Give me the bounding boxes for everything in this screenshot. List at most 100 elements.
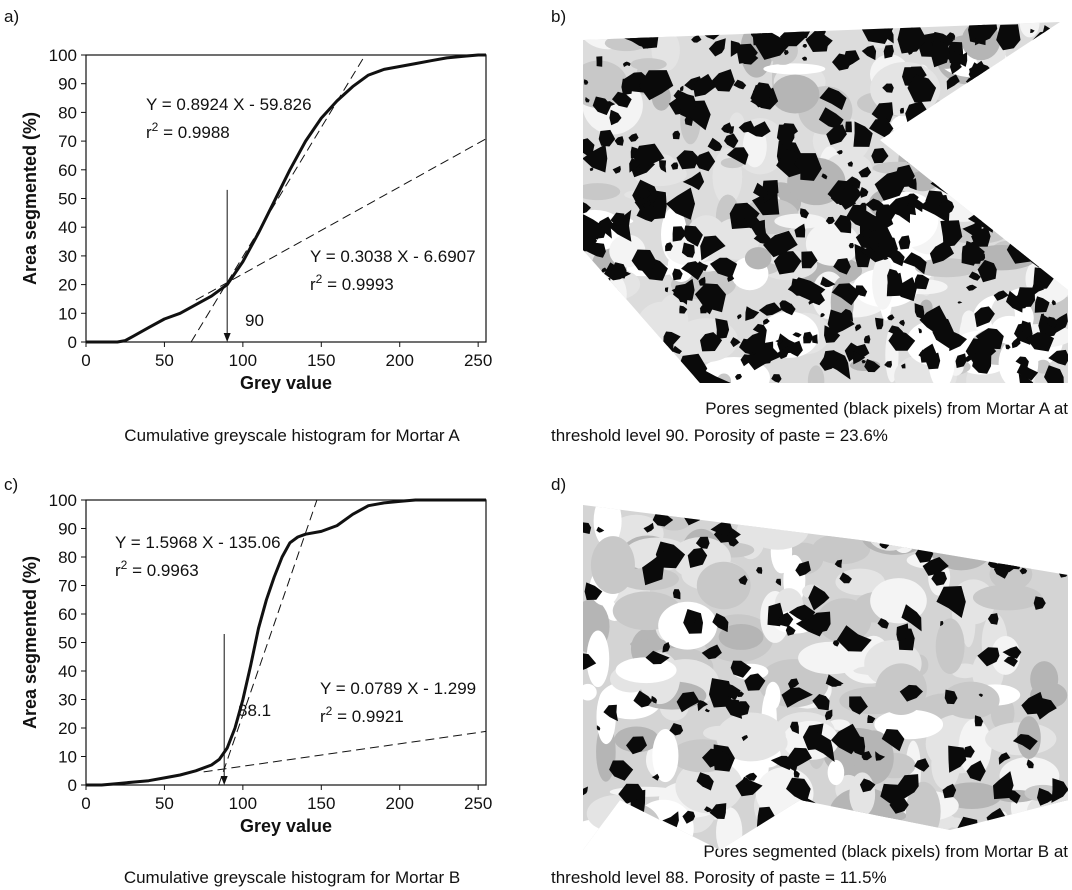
pore bbox=[859, 202, 867, 209]
pore bbox=[887, 314, 895, 321]
pore bbox=[681, 242, 695, 258]
pore bbox=[598, 129, 616, 147]
pore bbox=[583, 281, 598, 304]
pore bbox=[1035, 281, 1043, 287]
grain bbox=[1022, 195, 1042, 216]
pore bbox=[882, 516, 894, 528]
pore bbox=[1006, 290, 1023, 313]
pore bbox=[776, 22, 800, 32]
pore bbox=[854, 324, 862, 332]
pore bbox=[1060, 539, 1068, 549]
pore bbox=[948, 745, 967, 773]
pore bbox=[609, 109, 622, 126]
pore bbox=[1060, 191, 1068, 206]
pore bbox=[737, 314, 742, 320]
pore bbox=[775, 338, 783, 344]
pore bbox=[583, 144, 608, 173]
pore bbox=[897, 24, 927, 54]
pore bbox=[664, 287, 669, 293]
pore bbox=[820, 276, 836, 288]
grain bbox=[652, 729, 679, 783]
pore bbox=[914, 758, 930, 772]
grain bbox=[886, 505, 955, 535]
pore bbox=[1015, 356, 1029, 369]
grain bbox=[980, 103, 1034, 136]
y-tick-label: 40 bbox=[58, 218, 77, 237]
pore bbox=[914, 303, 925, 320]
pore bbox=[811, 334, 818, 344]
pore bbox=[589, 167, 594, 172]
pore bbox=[652, 512, 674, 527]
pore bbox=[665, 187, 695, 220]
grain bbox=[583, 22, 604, 32]
pore bbox=[1016, 363, 1039, 381]
grain bbox=[827, 759, 845, 786]
y-tick-label: 10 bbox=[58, 304, 77, 323]
pore bbox=[604, 302, 611, 310]
grain bbox=[817, 598, 872, 643]
grain bbox=[770, 74, 820, 114]
panel-label: b) bbox=[551, 7, 566, 26]
pore bbox=[680, 85, 684, 91]
y-tick-label: 10 bbox=[58, 748, 77, 767]
pore bbox=[883, 44, 894, 59]
pore bbox=[887, 830, 894, 840]
pore bbox=[831, 723, 863, 755]
grain bbox=[967, 172, 993, 186]
pore bbox=[793, 770, 800, 778]
pore bbox=[612, 165, 621, 174]
micrograph bbox=[583, 22, 1068, 383]
pore bbox=[698, 276, 706, 286]
image-caption: Pores segmented (black pixels) from Mort… bbox=[703, 842, 1068, 861]
r-value: = 0.9921 bbox=[332, 707, 403, 726]
pore bbox=[966, 284, 978, 291]
pore bbox=[601, 310, 615, 321]
pore bbox=[820, 313, 825, 318]
pore bbox=[848, 243, 854, 249]
pore bbox=[696, 772, 714, 791]
pore bbox=[808, 585, 830, 611]
pore bbox=[1040, 118, 1048, 124]
pore bbox=[896, 623, 909, 641]
grain bbox=[1045, 175, 1068, 213]
pore bbox=[869, 118, 894, 139]
pore bbox=[985, 125, 996, 137]
pore bbox=[1044, 365, 1065, 383]
y-tick-label: 20 bbox=[58, 719, 77, 738]
pore bbox=[738, 575, 748, 586]
pore bbox=[628, 133, 639, 142]
grain bbox=[583, 60, 628, 109]
pore bbox=[1040, 313, 1045, 320]
r-squared: r2 = 0.9921 bbox=[320, 704, 404, 726]
y-tick-label: 90 bbox=[58, 75, 77, 94]
pore bbox=[712, 613, 729, 633]
grain bbox=[615, 657, 677, 684]
pore bbox=[683, 225, 703, 247]
pore bbox=[955, 353, 967, 368]
pore bbox=[795, 560, 811, 577]
grain bbox=[916, 537, 936, 552]
x-tick-label: 100 bbox=[229, 351, 257, 370]
pore bbox=[696, 261, 709, 272]
pore bbox=[988, 156, 1000, 166]
pore bbox=[834, 559, 843, 568]
y-tick-label: 50 bbox=[58, 190, 77, 209]
pore bbox=[745, 772, 758, 781]
pore bbox=[665, 242, 673, 252]
pore bbox=[872, 524, 883, 533]
pore bbox=[882, 83, 894, 93]
grain bbox=[875, 663, 927, 716]
pore bbox=[583, 138, 595, 159]
pore bbox=[877, 618, 889, 629]
pore bbox=[863, 335, 871, 344]
pore bbox=[771, 374, 782, 383]
pore bbox=[659, 192, 666, 200]
pore bbox=[1005, 58, 1011, 64]
pore bbox=[1045, 192, 1051, 198]
pore bbox=[642, 550, 666, 586]
pore bbox=[633, 143, 665, 169]
r-squared: r2 = 0.9963 bbox=[115, 558, 199, 580]
grain bbox=[945, 110, 959, 133]
pore bbox=[969, 505, 988, 529]
pore bbox=[984, 114, 994, 126]
